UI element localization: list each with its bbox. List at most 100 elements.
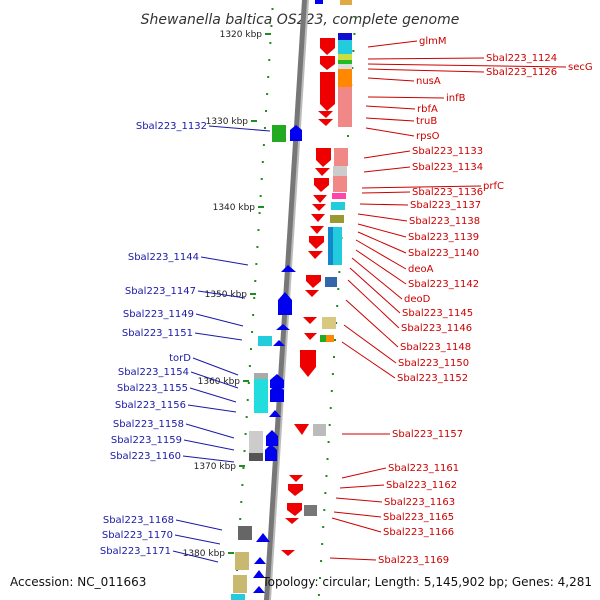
leader-line bbox=[194, 332, 243, 341]
gene-label: Sbal223_1132 bbox=[136, 121, 207, 132]
leader-line bbox=[363, 150, 411, 159]
gene-arrow bbox=[285, 518, 299, 524]
gene-arrow bbox=[276, 324, 290, 330]
gene-arrow bbox=[273, 340, 285, 346]
gene-arrow bbox=[287, 503, 302, 516]
gene-arrow bbox=[253, 570, 265, 578]
gene-label: deoD bbox=[404, 294, 431, 305]
scale-tick-label: 1330 kbp bbox=[206, 117, 249, 127]
gene-label: Sbal223_1162 bbox=[386, 480, 457, 491]
gene-arrow bbox=[256, 533, 270, 542]
gene-label: Sbal223_1146 bbox=[401, 323, 472, 334]
gene-label: Sbal223_1142 bbox=[408, 279, 479, 290]
gene-label: rpsO bbox=[416, 131, 440, 142]
gene-arrow bbox=[304, 333, 317, 340]
leader-line bbox=[363, 166, 411, 173]
gene-label: Sbal223_1124 bbox=[486, 53, 557, 64]
leader-line bbox=[190, 371, 239, 389]
forward-gene-labels: glmM Sbal223_1124 secG Sbal223_1126 nusA infB… bbox=[329, 36, 593, 566]
gene-arrow bbox=[313, 195, 327, 203]
gene-label: Sbal223_1151 bbox=[122, 328, 193, 339]
gene-label: Sbal223_1150 bbox=[398, 358, 469, 369]
gene-arrow bbox=[303, 317, 317, 324]
gene-label: prfC bbox=[483, 181, 504, 192]
accession-text: Accession: NC_011663 bbox=[10, 575, 146, 589]
scale-tick-label: 1320 kbp bbox=[220, 30, 263, 40]
gene-label: infB bbox=[446, 93, 466, 104]
gene-label: Sbal223_1171 bbox=[100, 546, 171, 557]
gene-label: Sbal223_1136 bbox=[412, 187, 483, 198]
gene-label: Sbal223_1160 bbox=[110, 451, 181, 462]
scale-tick-label: 1370 kbp bbox=[194, 462, 237, 472]
gene-label: torD bbox=[169, 353, 191, 364]
leader-line bbox=[349, 267, 401, 314]
gene-label: Sbal223_1154 bbox=[118, 367, 189, 378]
leader-line bbox=[333, 511, 382, 518]
leader-line bbox=[367, 40, 418, 48]
gene-label: Sbal223_1163 bbox=[384, 497, 455, 508]
leader-line bbox=[183, 439, 235, 451]
gene-arrow bbox=[320, 38, 335, 55]
leader-line bbox=[341, 467, 387, 479]
gene-label: Sbal223_1145 bbox=[402, 308, 473, 319]
gene-label: Sbal223_1137 bbox=[410, 200, 481, 211]
gene-label: Sbal223_1152 bbox=[397, 373, 468, 384]
leader-line bbox=[367, 63, 567, 68]
reverse-gene-labels: Sbal223_1132 Sbal223_1144 Sbal223_1147 Sbal… bbox=[100, 121, 271, 563]
leader-line bbox=[357, 223, 407, 238]
gene-label: Sbal223_1133 bbox=[412, 146, 483, 157]
leader-line bbox=[365, 105, 416, 110]
gene-label: Sbal223_1134 bbox=[412, 162, 483, 173]
leader-line bbox=[361, 191, 411, 194]
leader-line bbox=[208, 125, 271, 132]
leader-line bbox=[365, 117, 415, 122]
gene-label: Sbal223_1144 bbox=[128, 252, 199, 263]
genome-summary-text: Topology: circular; Length: 5,145,902 bp… bbox=[261, 575, 592, 589]
gene-arrow bbox=[315, 0, 323, 4]
gene-arrow bbox=[266, 430, 278, 446]
leader-line bbox=[195, 313, 244, 327]
gene-label: rbfA bbox=[417, 104, 438, 115]
gene-label: Sbal223_1149 bbox=[123, 309, 194, 320]
gene-arrow bbox=[320, 72, 335, 111]
leader-line bbox=[329, 557, 377, 561]
gene-arrow bbox=[308, 251, 323, 259]
gene-arrow bbox=[320, 56, 335, 70]
gene-arrow bbox=[265, 444, 277, 461]
gene-arrow bbox=[254, 557, 266, 564]
leader-line bbox=[197, 290, 246, 299]
scale-tick-label: 1380 kbp bbox=[183, 549, 226, 559]
gene-label: Sbal223_1158 bbox=[113, 419, 184, 430]
leader-line bbox=[361, 185, 482, 189]
gene-arrow bbox=[306, 275, 321, 288]
gene-label: Sbal223_1161 bbox=[388, 463, 459, 474]
gene-arrow bbox=[305, 290, 319, 297]
gene-arrow bbox=[315, 168, 330, 176]
leader-line bbox=[359, 203, 409, 206]
leader-line bbox=[357, 231, 407, 254]
gene-label: Sbal223_1156 bbox=[115, 400, 186, 411]
gene-arrow bbox=[314, 178, 329, 192]
gene-arrow bbox=[318, 119, 333, 126]
leader-line bbox=[339, 484, 385, 489]
gene-arrow bbox=[289, 475, 303, 482]
gene-arrow bbox=[311, 214, 325, 222]
leader-line bbox=[182, 455, 235, 463]
gene-label: Sbal223_1166 bbox=[383, 527, 454, 538]
gene-label: Sbal223_1140 bbox=[408, 248, 479, 259]
leader-line bbox=[343, 324, 397, 364]
leader-line bbox=[367, 68, 485, 73]
gene-arrow bbox=[281, 550, 295, 556]
gene-arrow bbox=[300, 350, 316, 377]
gene-label: Sbal223_1138 bbox=[409, 216, 480, 227]
gene-label: Sbal223_1168 bbox=[103, 515, 174, 526]
gene-label: Sbal223_1147 bbox=[125, 286, 196, 297]
gene-label: Sbal223_1170 bbox=[102, 530, 173, 541]
gene-label: Sbal223_1139 bbox=[408, 232, 479, 243]
leader-line bbox=[365, 127, 415, 137]
gene-arrow bbox=[318, 111, 333, 118]
gene-label: Sbal223_1165 bbox=[383, 512, 454, 523]
leader-line bbox=[367, 77, 415, 82]
gene-arrow bbox=[270, 374, 284, 388]
